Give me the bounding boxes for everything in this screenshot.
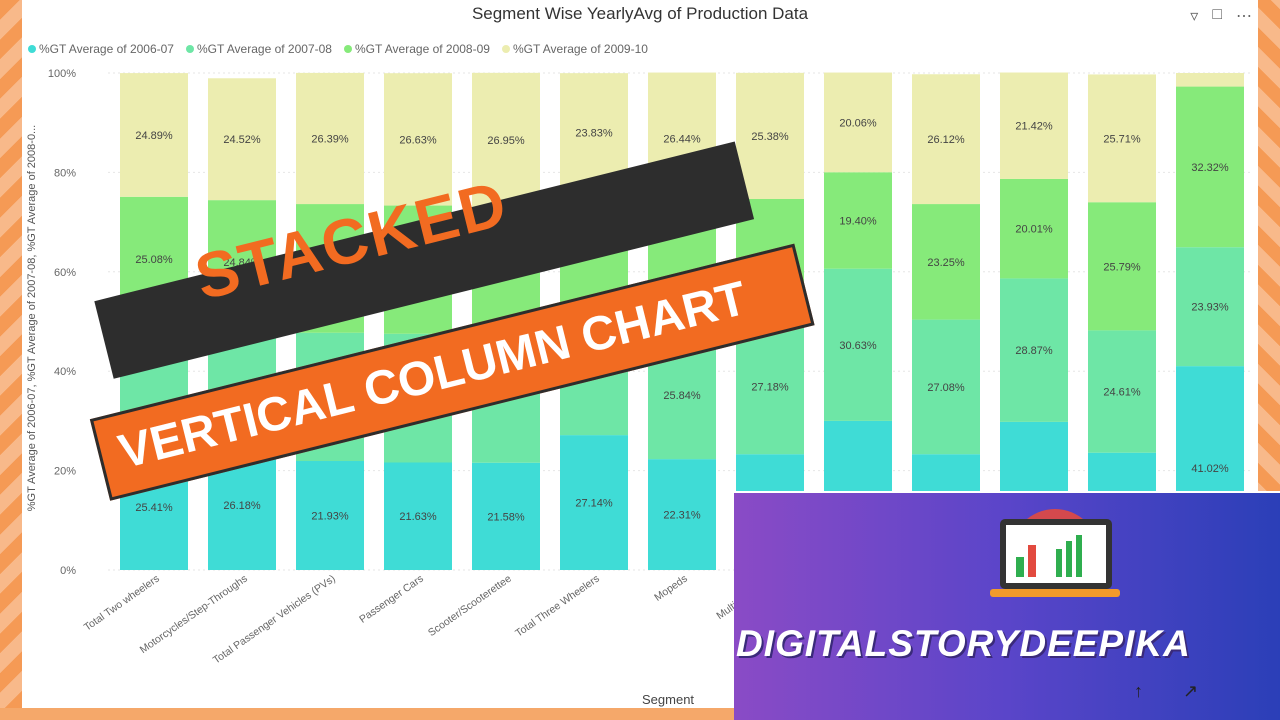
bar-segment [1088, 330, 1156, 453]
bar-segment [296, 461, 364, 570]
bar-segment [648, 459, 716, 570]
data-label: 24.89% [135, 130, 173, 142]
y-tick-label: 60% [54, 267, 76, 279]
data-label: 23.83% [575, 127, 613, 139]
data-label: 23.93% [1191, 302, 1229, 314]
bar-segment [1176, 73, 1244, 87]
data-label: 19.40% [839, 215, 877, 227]
bar-segment [1176, 247, 1244, 367]
x-tick-label: Passenger Cars [357, 573, 426, 626]
data-label: 24.61% [1103, 387, 1141, 399]
data-label: 26.18% [223, 500, 261, 512]
bar-segment [560, 435, 628, 570]
bar-segment [912, 74, 980, 205]
filter-icon[interactable]: ▿ [1190, 8, 1199, 25]
chart-title: Segment Wise YearlyAvg of Production Dat… [471, 4, 809, 23]
laptop-chart-icon [990, 509, 1120, 597]
legend-label: %GT Average of 2006-07 [39, 42, 174, 56]
bar-segment [1176, 86, 1244, 248]
y-tick-label: 100% [48, 68, 76, 80]
data-label: 25.84% [663, 390, 701, 402]
bar-segment [472, 72, 540, 207]
legend-item-0[interactable]: %GT Average of 2006-07 [28, 42, 174, 56]
data-label: 21.93% [311, 511, 349, 523]
bar-segment [120, 73, 188, 197]
bar-segment [208, 78, 276, 201]
bar-segment [384, 462, 452, 570]
bar-segment [296, 72, 364, 205]
bar-segment [912, 319, 980, 455]
data-label: 22.31% [663, 510, 701, 522]
bar-segment [1000, 178, 1068, 279]
bar-segment [824, 268, 892, 421]
x-tick-label: Scooter/Scooterettee [426, 573, 514, 640]
data-label: 20.06% [839, 117, 877, 129]
data-label: 27.18% [751, 382, 789, 394]
y-tick-label: 0% [60, 565, 76, 577]
bar-segment [1088, 202, 1156, 331]
y-tick-label: 40% [54, 366, 76, 378]
legend-swatch [28, 45, 36, 53]
data-label: 26.39% [311, 133, 349, 145]
data-label: 25.41% [135, 502, 173, 514]
data-label: 26.63% [399, 134, 437, 146]
legend-swatch [501, 45, 510, 53]
x-tick-label: Mopeds [652, 573, 689, 604]
data-label: 26.12% [927, 134, 965, 146]
visual-toolbar: ▿ □ ⋯ [1190, 6, 1252, 26]
y-tick-label: 80% [54, 167, 76, 179]
legend-label: %GT Average of 2009-10 [512, 42, 648, 56]
data-label: 21.42% [1015, 121, 1053, 133]
data-label: 26.95% [487, 135, 525, 147]
brand-divider [734, 491, 1280, 493]
data-label: 25.38% [751, 131, 789, 143]
data-label: 25.71% [1103, 133, 1141, 145]
data-label: 27.08% [927, 382, 965, 394]
data-label: 27.14% [575, 498, 613, 510]
bar-segment [1088, 74, 1156, 203]
data-label: 30.63% [839, 340, 877, 352]
bar-segment [1000, 278, 1068, 422]
legend-item-3[interactable]: %GT Average of 2009-10 [501, 42, 648, 56]
chart-legend: %GT Average of 2006-07 %GT Average of 200… [28, 42, 648, 56]
more-options-icon[interactable]: ⋯ [1236, 8, 1252, 25]
x-tick-label: Total Three Wheelers [513, 573, 601, 640]
bar-segment [736, 72, 804, 199]
data-label: 41.02% [1191, 463, 1229, 475]
y-axis-label: %GT Average of 2006-07, %GT Average of 2… [26, 124, 38, 512]
legend-label: %GT Average of 2008-09 [354, 42, 490, 56]
data-label: 21.58% [487, 511, 525, 523]
legend-swatch [185, 45, 194, 53]
y-tick-label: 20% [54, 466, 76, 478]
legend-label: %GT Average of 2007-08 [196, 42, 332, 56]
focus-mode-icon[interactable]: □ [1212, 6, 1222, 23]
brand-name: DIGITALSTORYDEEPIKA [736, 623, 1191, 664]
data-label: 26.44% [663, 133, 701, 145]
data-label: 24.52% [223, 134, 261, 146]
bar-segment [1000, 72, 1068, 179]
data-label: 21.63% [399, 511, 437, 523]
bar-segment [472, 462, 540, 570]
bar-segment [912, 204, 980, 320]
data-label: 32.32% [1191, 162, 1229, 174]
bar-segment [384, 73, 452, 206]
data-label: 23.25% [927, 257, 965, 269]
x-tick-label: Total Two wheelers [82, 573, 162, 634]
data-label: 25.08% [135, 254, 173, 266]
legend-item-2[interactable]: %GT Average of 2008-09 [343, 42, 490, 56]
bar-segment [824, 172, 892, 269]
x-axis-label: Segment [642, 692, 695, 707]
data-label: 28.87% [1015, 345, 1053, 357]
left-decor-stripe [0, 0, 22, 720]
brand-box: DIGITALSTORYDEEPIKA ↑ ↗ [734, 491, 1280, 720]
legend-swatch [343, 45, 352, 53]
arrow-icons: ↑ ↗ [1134, 681, 1199, 701]
legend-item-1[interactable]: %GT Average of 2007-08 [185, 42, 332, 56]
data-label: 20.01% [1015, 224, 1053, 236]
data-label: 25.79% [1103, 261, 1141, 273]
bar-segment [824, 72, 892, 173]
